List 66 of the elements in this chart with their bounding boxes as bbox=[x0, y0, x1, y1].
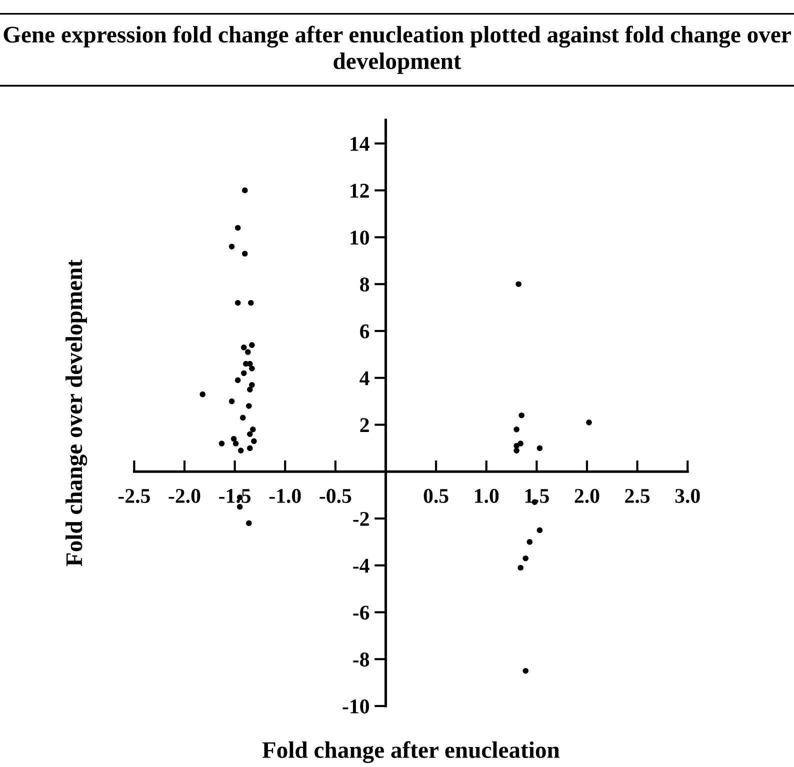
point bbox=[248, 342, 255, 348]
y-tick-label: 6 bbox=[360, 324, 370, 338]
point bbox=[514, 442, 520, 449]
point bbox=[234, 300, 241, 306]
point bbox=[246, 431, 253, 438]
point bbox=[200, 391, 206, 398]
y-tick-label: -8 bbox=[353, 652, 370, 667]
point bbox=[518, 412, 524, 418]
point bbox=[248, 300, 254, 306]
x-tick-label: -1.0 bbox=[269, 488, 301, 504]
point bbox=[246, 520, 252, 526]
y-tick-label: -2 bbox=[353, 512, 369, 526]
point bbox=[228, 398, 235, 404]
point bbox=[230, 436, 237, 442]
point bbox=[536, 445, 543, 452]
y-tick-label: -6 bbox=[353, 606, 370, 620]
chart-title: Gene expression fold change after enucleation plotted against fold change over development bbox=[4, 26, 791, 74]
x-tick-label: -2.0 bbox=[168, 488, 200, 504]
y-axis-title: Fold change over development bbox=[66, 260, 88, 566]
x-tick-label: 1.0 bbox=[475, 488, 499, 504]
point bbox=[218, 440, 225, 446]
point bbox=[522, 555, 529, 562]
point bbox=[234, 224, 241, 231]
x-tick-label: 2.5 bbox=[625, 488, 650, 504]
x-tick-label: 3.0 bbox=[675, 488, 700, 504]
point bbox=[248, 382, 255, 388]
point bbox=[238, 448, 244, 454]
point bbox=[251, 438, 257, 444]
point bbox=[240, 344, 247, 350]
point bbox=[522, 668, 529, 674]
point bbox=[518, 440, 524, 446]
y-tick-label: 12 bbox=[350, 184, 369, 198]
point bbox=[514, 448, 520, 454]
point bbox=[242, 250, 248, 257]
point bbox=[234, 377, 241, 384]
point bbox=[526, 539, 533, 545]
point bbox=[536, 527, 543, 534]
point bbox=[248, 366, 255, 372]
point bbox=[250, 426, 256, 432]
x-tick-label: -0.5 bbox=[320, 488, 352, 504]
x-tick-label: -2.5 bbox=[118, 488, 150, 504]
point bbox=[232, 440, 239, 446]
point bbox=[516, 281, 522, 288]
point bbox=[246, 445, 253, 452]
y-tick-label: 4 bbox=[360, 371, 370, 386]
point bbox=[586, 419, 592, 426]
y-tick-label: 14 bbox=[350, 136, 370, 151]
x-tick-label: 0.5 bbox=[424, 488, 448, 504]
point bbox=[246, 386, 253, 393]
point bbox=[246, 403, 252, 409]
y-tick-label: -10 bbox=[342, 699, 369, 714]
point bbox=[240, 414, 246, 421]
point bbox=[518, 564, 524, 571]
x-tick-label: 2.0 bbox=[574, 488, 600, 504]
point bbox=[240, 370, 247, 376]
x-tick-label: -1.5 bbox=[219, 489, 251, 504]
y-tick-label: -4 bbox=[353, 558, 370, 573]
point bbox=[236, 504, 243, 510]
point bbox=[228, 244, 235, 250]
y-tick-label: 2 bbox=[360, 418, 369, 432]
y-tick-label: 10 bbox=[350, 230, 369, 245]
point bbox=[242, 187, 248, 194]
point bbox=[244, 349, 251, 356]
y-tick-label: 8 bbox=[360, 277, 370, 292]
point bbox=[514, 426, 520, 432]
x-axis-title: Fold change after enucleation bbox=[262, 741, 560, 764]
